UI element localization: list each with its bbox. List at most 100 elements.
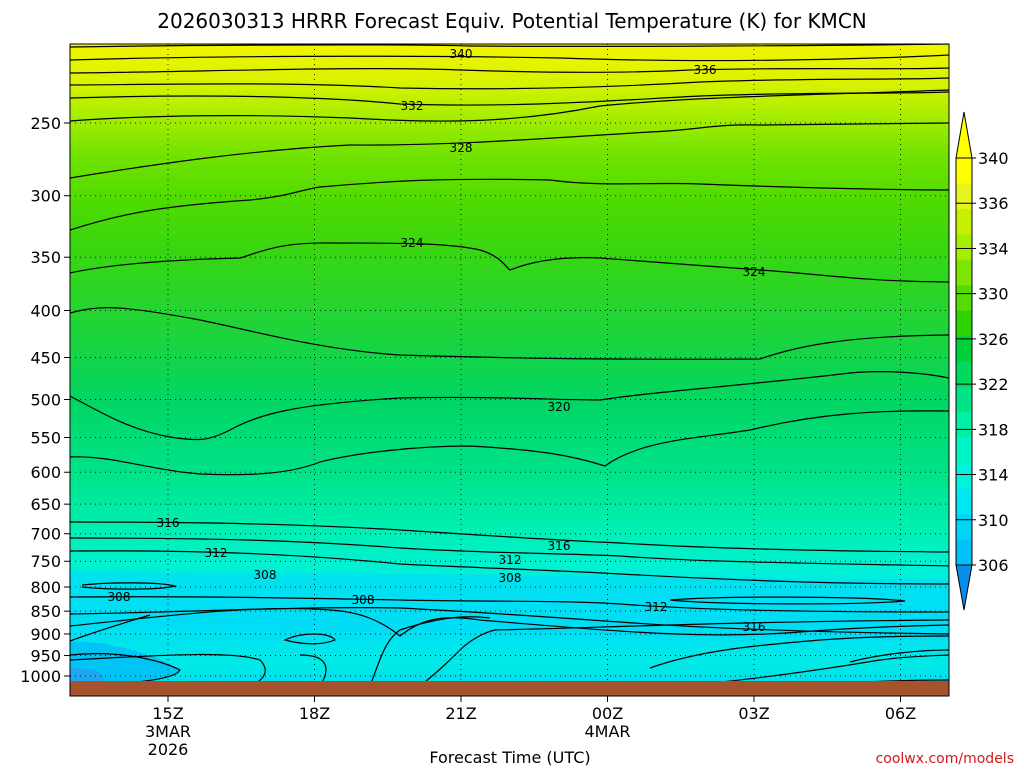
colorbar-top-arrow [955, 111, 973, 159]
contour-line [669, 596, 906, 605]
contour-line [369, 616, 491, 687]
colorbar-swatch [956, 285, 972, 312]
colorbar-swatch [956, 386, 972, 413]
y-tick-label: 600 [30, 463, 61, 482]
x-tick-label: 00Z [592, 704, 623, 723]
x-tick-date: 3MAR [145, 722, 191, 741]
contour-line [70, 242, 949, 283]
credit-text: coolwx.com/models [876, 751, 1014, 767]
contour-line [70, 537, 949, 567]
contour-label: 320 [548, 400, 571, 414]
colorbar-swatch [956, 463, 972, 490]
contour-label: 308 [499, 571, 522, 585]
colorbar-label: 334 [978, 239, 1009, 258]
x-axis-label: Forecast Time (UTC) [429, 748, 590, 767]
y-tick-label: 950 [30, 647, 61, 666]
contour-line [283, 633, 336, 645]
colorbar-swatch [956, 488, 972, 515]
colorbar-label: 330 [978, 285, 1009, 304]
colorbar-label: 322 [978, 375, 1009, 394]
y-tick-label: 800 [30, 578, 61, 597]
terrain-ground [70, 681, 949, 696]
contour-line [70, 521, 949, 553]
colorbar-label: 306 [978, 556, 1009, 575]
y-tick-label: 400 [30, 301, 61, 320]
y-tick-label: 750 [30, 552, 61, 571]
contour-label: 324 [401, 236, 424, 250]
chart-title: 2026030313 HRRR Forecast Equiv. Potentia… [157, 9, 867, 33]
colorbar-swatch [956, 259, 972, 286]
contour-line [70, 89, 949, 122]
x-tick-label: 06Z [885, 704, 916, 723]
contour-line [849, 649, 949, 663]
y-tick-label: 900 [30, 625, 61, 644]
contour-label: 324 [743, 265, 766, 279]
contour-label: 308 [254, 568, 277, 582]
x-tick-label: 18Z [299, 704, 330, 723]
contour-line [649, 635, 949, 669]
contour-label: 316 [157, 516, 180, 530]
contour-line [70, 122, 949, 179]
x-tick-label: 03Z [738, 704, 769, 723]
y-tick-label: 500 [30, 391, 61, 410]
colorbar-swatch [956, 234, 972, 261]
contour-line [81, 582, 178, 590]
y-tick-label: 650 [30, 495, 61, 514]
contour-line [70, 596, 949, 613]
colorbar-label: 314 [978, 466, 1009, 485]
x-tick-year: 2026 [148, 740, 189, 759]
colorbar-swatch [956, 514, 972, 541]
contour-label: 312 [499, 553, 522, 567]
colorbar-swatch [956, 412, 972, 439]
contour-label: 336 [694, 63, 717, 77]
contour-label: 316 [743, 620, 766, 634]
grid-vertical [167, 44, 901, 681]
y-tick-label: 350 [30, 248, 61, 267]
colorbar-swatch [956, 336, 972, 362]
contour-line [70, 307, 949, 360]
colorbar-swatch [956, 158, 972, 184]
contour-label: 328 [450, 141, 473, 155]
contour-label: 340 [450, 47, 473, 61]
x-tick-label: 21Z [445, 704, 476, 723]
y-tick-label: 450 [30, 348, 61, 367]
x-tick-label: 15Z [152, 704, 183, 723]
colorbar-swatch [956, 437, 972, 464]
y-axis: 250 300 350 400 450 500 550 600 650 700 750 800 850 9… [20, 114, 70, 686]
y-tick-label: 700 [30, 525, 61, 544]
contour-line [70, 44, 949, 48]
contour-line [70, 550, 949, 585]
contour-line [419, 619, 949, 687]
contour-label: 316 [548, 539, 571, 553]
contour-label: 332 [401, 99, 424, 113]
contour-label: 312 [205, 546, 228, 560]
contour-line [70, 178, 949, 231]
y-tick-label: 1000 [20, 667, 61, 686]
colorbar-swatch [956, 361, 972, 388]
plot-frame [69, 43, 950, 697]
colorbar-label: 340 [978, 149, 1009, 168]
colorbar-bottom-arrow [955, 564, 973, 611]
colorbar-swatch [956, 539, 972, 566]
contour-line [70, 67, 949, 74]
contour-label: 308 [352, 593, 375, 607]
colorbar-swatch [956, 310, 972, 337]
y-tick-label: 250 [30, 114, 61, 133]
contour-line [70, 371, 949, 441]
plot-area [70, 44, 949, 696]
contour-line [70, 410, 949, 476]
contour-label: 312 [645, 600, 668, 614]
contour-label: 308 [108, 590, 131, 604]
contour-line [70, 653, 266, 687]
x-tick-date: 4MAR [584, 722, 630, 741]
y-tick-label: 850 [30, 602, 61, 621]
y-tick-label: 550 [30, 429, 61, 448]
contour-labels: 340 336 332 328 324 324 320 316 316 312 312 308 308 3… [108, 47, 766, 634]
colorbar-label: 318 [978, 420, 1009, 439]
colorbar: 340 336 334 330 326 322 318 314 310 306 [955, 111, 1009, 611]
colorbar-swatch [956, 183, 972, 210]
contour-lines [70, 44, 949, 687]
